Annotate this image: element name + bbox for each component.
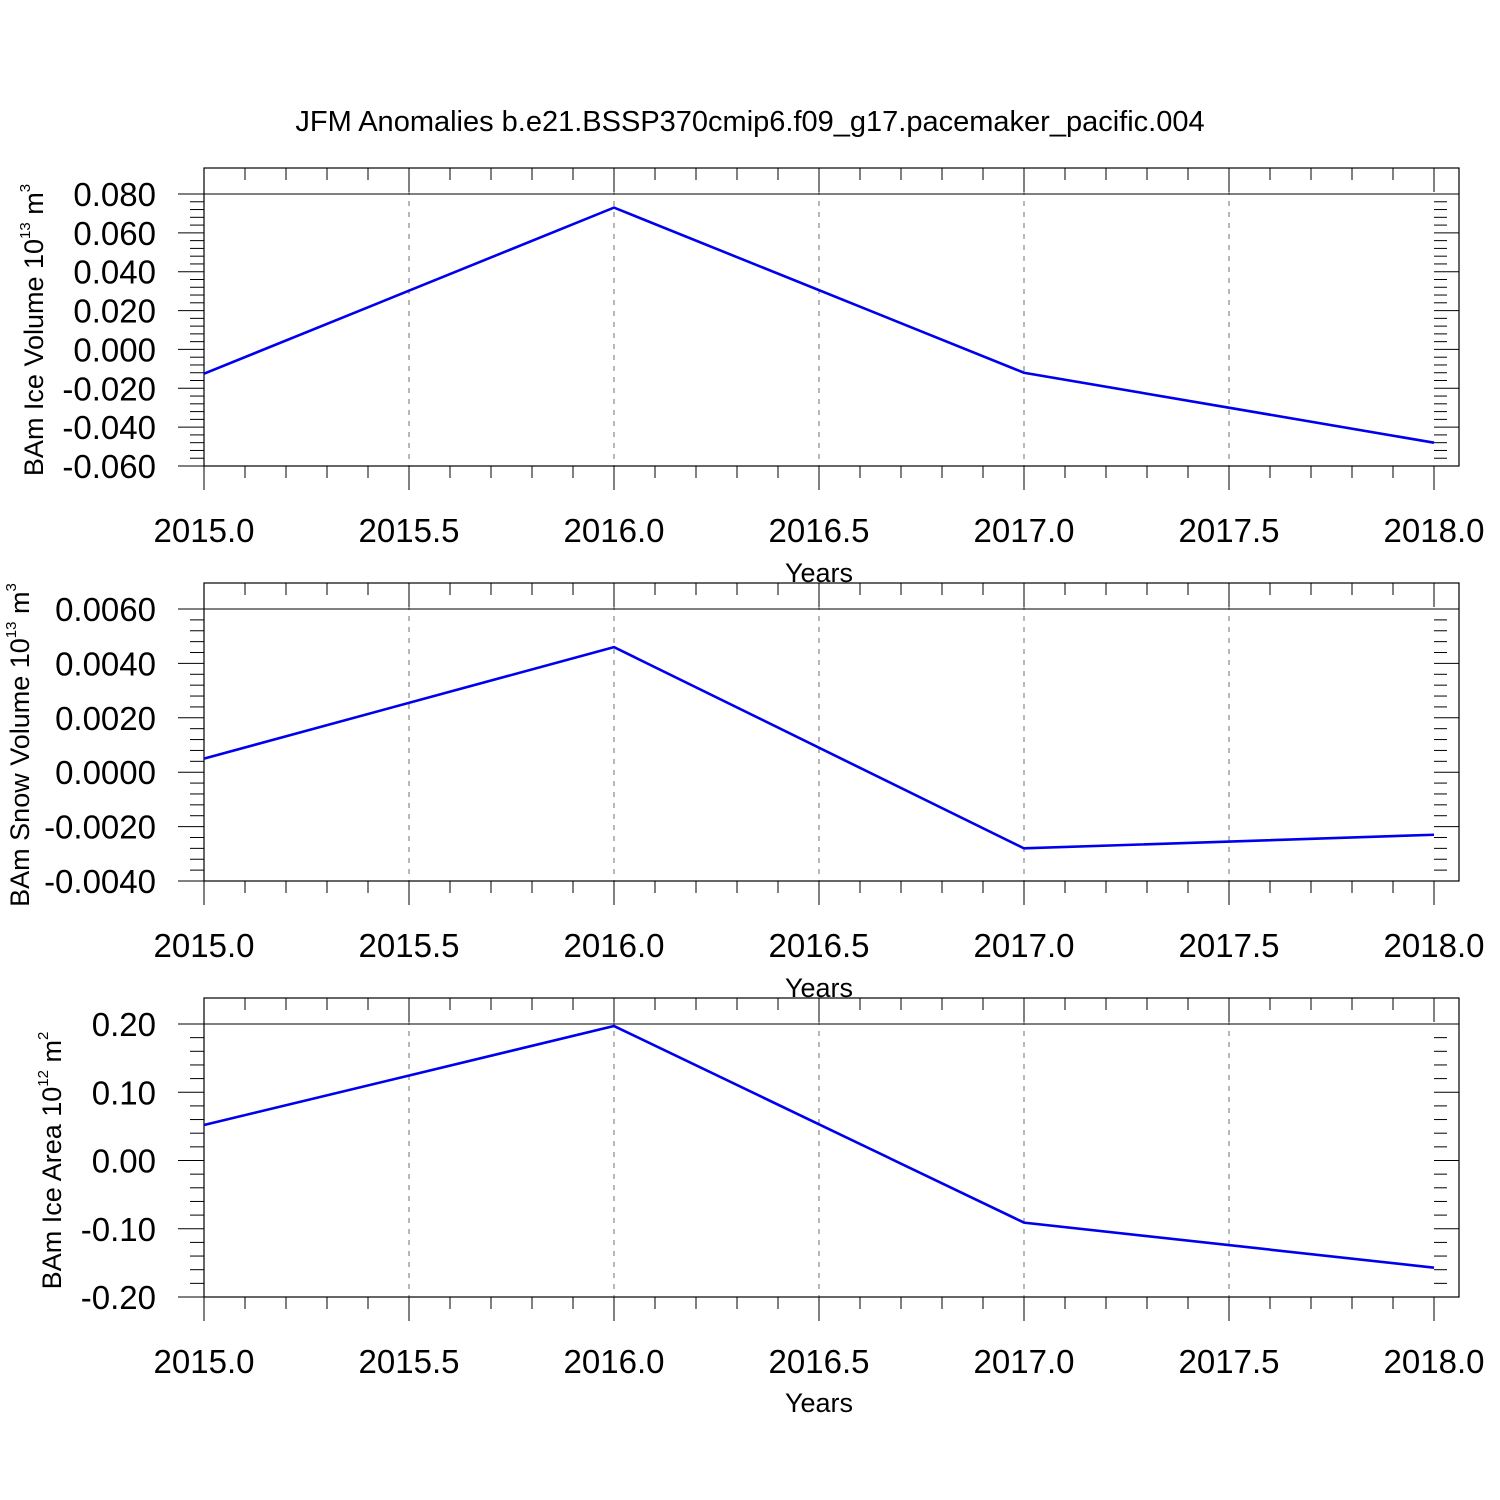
y-axis-title-text: BAm Ice Volume 10 xyxy=(19,239,49,476)
x-tick-label: 2018.0 xyxy=(1384,927,1485,964)
y-tick-label: -0.10 xyxy=(81,1211,156,1248)
y-tick-label: -0.040 xyxy=(62,409,156,446)
y-tick-label: 0.0060 xyxy=(55,591,156,628)
y-axis-title-exponent: 13 xyxy=(17,222,34,239)
chart-panel-2: 2015.0 2015.5 2016.0 2016.5 2017.0 2017.5 2018… xyxy=(3,582,1485,1003)
x-tick-label: 2016.0 xyxy=(564,927,665,964)
y-axis-title: BAm Ice Volume 1013 m3 xyxy=(17,184,49,476)
plot-frame xyxy=(203,582,1460,882)
y-tick-label: 0.060 xyxy=(73,215,156,252)
figure-title: JFM Anomalies b.e21.BSSP370cmip6.f09_g17… xyxy=(295,106,1204,138)
x-axis-title: Years xyxy=(785,1388,853,1418)
x-tick-label: 2015.5 xyxy=(359,927,460,964)
x-tick-label: 2015.0 xyxy=(154,1343,255,1380)
x-tick-label: 2016.0 xyxy=(564,512,665,549)
series-line-1 xyxy=(203,206,1435,444)
y-tick-label: 0.0040 xyxy=(55,645,156,682)
y-axis-title-exponent: 12 xyxy=(35,1070,52,1087)
x-tick-label: 2016.0 xyxy=(564,1343,665,1380)
y-tick-label: 0.20 xyxy=(92,1006,156,1043)
y-tick-label: 0.0000 xyxy=(55,754,156,791)
x-tick-label: 2016.5 xyxy=(769,927,870,964)
y-axis-title-text: BAm Snow Volume 10 xyxy=(5,638,35,907)
x-tick-label: 2017.5 xyxy=(1179,512,1280,549)
chart-panel-3: 2015.0 2015.5 2016.0 2016.5 2017.0 2017.5 2018… xyxy=(35,997,1485,1418)
y-axis-title-unit-exponent: 3 xyxy=(17,184,34,192)
y-axis-title-unit-exponent: 2 xyxy=(35,1032,52,1040)
y-tick-label: 0.10 xyxy=(92,1074,156,1111)
x-tick-label: 2017.0 xyxy=(974,927,1075,964)
y-axis-title: BAm Ice Area 1012 m2 xyxy=(35,1032,67,1290)
x-tick-label: 2015.0 xyxy=(154,927,255,964)
series-line-1 xyxy=(203,645,1435,850)
y-axis-title-unit-exponent: 3 xyxy=(3,583,20,591)
x-tick-label: 2017.5 xyxy=(1179,1343,1280,1380)
y-tick-label: -0.020 xyxy=(62,370,156,407)
y-axis-title: BAm Snow Volume 1013 m3 xyxy=(3,583,35,907)
x-tick-label: 2015.0 xyxy=(154,512,255,549)
plot-frame xyxy=(203,997,1460,1298)
y-tick-label: -0.060 xyxy=(62,448,156,485)
x-tick-label: 2016.5 xyxy=(769,1343,870,1380)
series-line-1 xyxy=(203,1024,1435,1269)
y-axis-title-exponent: 13 xyxy=(3,622,20,639)
y-tick-label: 0.0020 xyxy=(55,700,156,737)
x-tick-label: 2018.0 xyxy=(1384,512,1485,549)
y-axis-title-unit: m xyxy=(19,192,49,222)
y-tick-label: -0.0040 xyxy=(44,863,156,900)
chart-panel-1: 2015.0 2015.5 2016.0 2016.5 2017.0 2017.5 2018… xyxy=(17,167,1485,588)
y-tick-label: -0.0020 xyxy=(44,809,156,846)
y-tick-label: 0.00 xyxy=(92,1143,156,1180)
y-axis-title-text: BAm Ice Area 10 xyxy=(37,1087,67,1290)
y-axis-title-unit: m xyxy=(5,592,35,622)
x-tick-label: 2016.5 xyxy=(769,512,870,549)
chart-panels: 2015.0 2015.5 2016.0 2016.5 2017.0 2017.5 2018… xyxy=(3,167,1485,1418)
y-tick-label: 0.000 xyxy=(73,331,156,368)
x-tick-label: 2017.0 xyxy=(974,1343,1075,1380)
y-tick-label: -0.20 xyxy=(81,1279,156,1316)
x-tick-label: 2017.0 xyxy=(974,512,1075,549)
y-tick-label: 0.040 xyxy=(73,254,156,291)
plot-frame xyxy=(203,167,1460,467)
x-tick-label: 2017.5 xyxy=(1179,927,1280,964)
y-axis-title-unit: m xyxy=(37,1040,67,1070)
x-tick-label: 2015.5 xyxy=(359,512,460,549)
y-tick-label: 0.020 xyxy=(73,293,156,330)
x-tick-label: 2015.5 xyxy=(359,1343,460,1380)
y-tick-label: 0.080 xyxy=(73,176,156,213)
x-tick-label: 2018.0 xyxy=(1384,1343,1485,1380)
